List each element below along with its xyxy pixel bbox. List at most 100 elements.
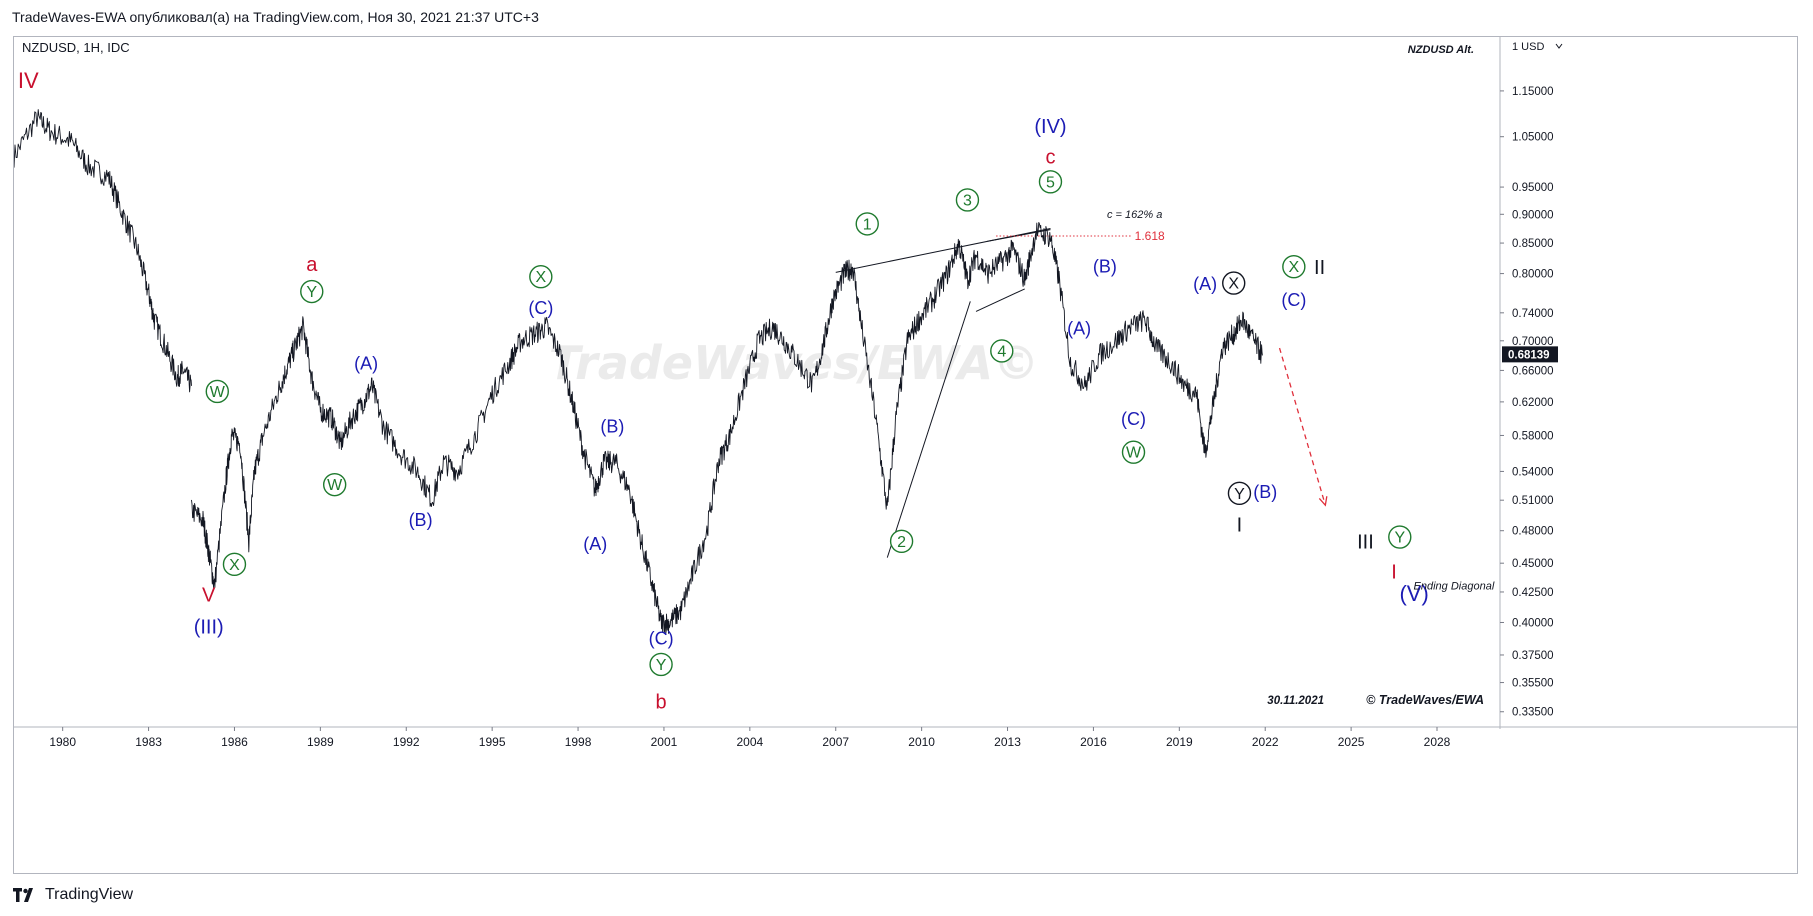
y-tick-label: 1.05000 [1512, 132, 1554, 144]
publish-date-label: 30.11.2021 [1267, 695, 1324, 707]
x-tick-label: 1995 [479, 735, 506, 749]
x-tick-label: 1989 [307, 735, 334, 749]
y-tick-label: 0.80000 [1512, 269, 1554, 281]
x-tick-label: 2016 [1080, 735, 1107, 749]
wave-label: 5 [1046, 174, 1055, 191]
currency-label: 1 USD [1512, 41, 1544, 53]
y-tick-label: 1.15000 [1512, 86, 1554, 98]
wave-label: (B) [1093, 257, 1117, 277]
price-chart[interactable]: TradeWaves/EWA© 1980 1983 1986 1989 1992 1995… [14, 37, 1797, 873]
wave-label: III [1357, 532, 1374, 554]
tradingview-footer[interactable]: TradingView [13, 886, 133, 904]
trendline-2[interactable] [886, 301, 971, 558]
x-tick-label: 2010 [908, 735, 935, 749]
y-tick-label: 0.51000 [1512, 495, 1554, 507]
wave-label-circle [1121, 440, 1146, 464]
wave-label: W [1126, 445, 1142, 462]
wave-label: W [210, 384, 226, 401]
y-tick-label: 0.35500 [1512, 678, 1554, 690]
y-tick-label: 0.85000 [1512, 238, 1554, 250]
chart-frame[interactable]: TradeWaves/EWA© 1980 1983 1986 1989 1992 1995… [13, 36, 1798, 874]
y-tick-label: 0.58000 [1512, 430, 1554, 442]
wave-label: X [535, 269, 546, 286]
wave-label: (IV) [1034, 116, 1066, 138]
wave-label: (C) [1281, 290, 1306, 310]
x-tick-label: 2028 [1424, 735, 1451, 749]
wave-label: (C) [1121, 409, 1146, 429]
y-tick-label: 0.45000 [1512, 558, 1554, 570]
trendline-4[interactable] [987, 229, 1051, 242]
wave-label: X [1289, 259, 1300, 276]
y-tick-label: 0.40000 [1512, 617, 1554, 629]
wave-label: (A) [1193, 274, 1217, 294]
wave-label-circle [222, 552, 247, 577]
y-tick-label: 0.70000 [1512, 336, 1554, 348]
wave-label-circle [649, 652, 673, 677]
wave-label-circle [1222, 271, 1246, 295]
wave-label: W [327, 477, 343, 494]
ending-diagonal-label: Ending Diagonal [1414, 581, 1495, 593]
y-tick-label: 0.48000 [1512, 526, 1554, 538]
publication-header: TradeWaves-EWA опубликовал(а) на Trading… [12, 9, 539, 25]
last-price-tag[interactable] [1502, 346, 1558, 363]
currency-dropdown-icon[interactable] [1555, 43, 1563, 49]
wave-label-circle [205, 379, 229, 404]
wave-label: 3 [963, 192, 972, 209]
wave-label: X [229, 557, 240, 574]
y-tick-label: 0.54000 [1512, 466, 1554, 478]
wave-label: 4 [997, 343, 1006, 360]
x-tick-label: 1992 [393, 735, 420, 749]
wave-label: Y [306, 284, 317, 301]
x-tick-label: 1983 [135, 735, 162, 749]
symbol-label: NZDUSD, 1H, IDC [22, 40, 130, 55]
wave-label: Y [1394, 530, 1405, 547]
wave-label: (B) [409, 510, 433, 530]
wave-label: (C) [528, 298, 553, 318]
wave-label: I [1391, 561, 1397, 583]
price-series-line-2 [191, 221, 1263, 635]
wave-label: 2 [897, 534, 906, 551]
wave-label: Y [656, 657, 667, 674]
wave-label: (III) [194, 616, 224, 638]
y-tick-label: 0.33500 [1512, 707, 1554, 719]
wave-label: 1 [863, 216, 872, 233]
x-tick-label: 2022 [1252, 735, 1279, 749]
fib-note: c = 162% a [1107, 209, 1162, 221]
y-tick-label: 0.95000 [1512, 182, 1554, 194]
x-tick-label: 2019 [1166, 735, 1193, 749]
x-tick-label: 2004 [736, 735, 763, 749]
x-tick-label: 2007 [822, 735, 849, 749]
y-tick-label: 0.62000 [1512, 397, 1554, 409]
x-tick-label: 2001 [651, 735, 678, 749]
wave-label: (B) [600, 416, 624, 436]
y-tick-label: 0.42500 [1512, 587, 1554, 599]
copyright-label: © TradeWaves/EWA [1366, 693, 1484, 707]
price-series-line-1 [14, 109, 192, 393]
wave-label: (B) [1253, 482, 1277, 502]
chart-alt-label: NZDUSD Alt. [1408, 44, 1474, 56]
wave-label: (A) [354, 353, 378, 373]
wave-label-circle [1388, 525, 1412, 549]
x-tick-label: 2025 [1338, 735, 1365, 749]
projection-arrow-line[interactable] [1278, 347, 1326, 506]
wave-label: (A) [1067, 318, 1091, 338]
x-tick-label: 1986 [221, 735, 248, 749]
wave-label: IV [18, 68, 39, 93]
wave-label: X [1228, 276, 1239, 293]
y-tick-label: 0.37500 [1512, 650, 1554, 662]
wave-label-circle [889, 529, 914, 554]
wave-label: Y [1234, 486, 1245, 503]
wave-label: V [202, 585, 216, 607]
wave-label-circle [1227, 481, 1252, 506]
wave-label: (C) [649, 628, 674, 648]
x-tick-label: 2013 [994, 735, 1021, 749]
watermark-text: TradeWaves/EWA© [549, 336, 1039, 390]
trendline-3[interactable] [975, 288, 1025, 312]
wave-label: b [656, 692, 667, 714]
x-tick-label: 1980 [49, 735, 76, 749]
wave-label: a [306, 254, 318, 276]
fib-level-label: 1.618 [1135, 229, 1165, 243]
wave-label-circle [322, 472, 347, 497]
x-tick-label: 1998 [565, 735, 592, 749]
wave-label: c [1045, 146, 1055, 168]
